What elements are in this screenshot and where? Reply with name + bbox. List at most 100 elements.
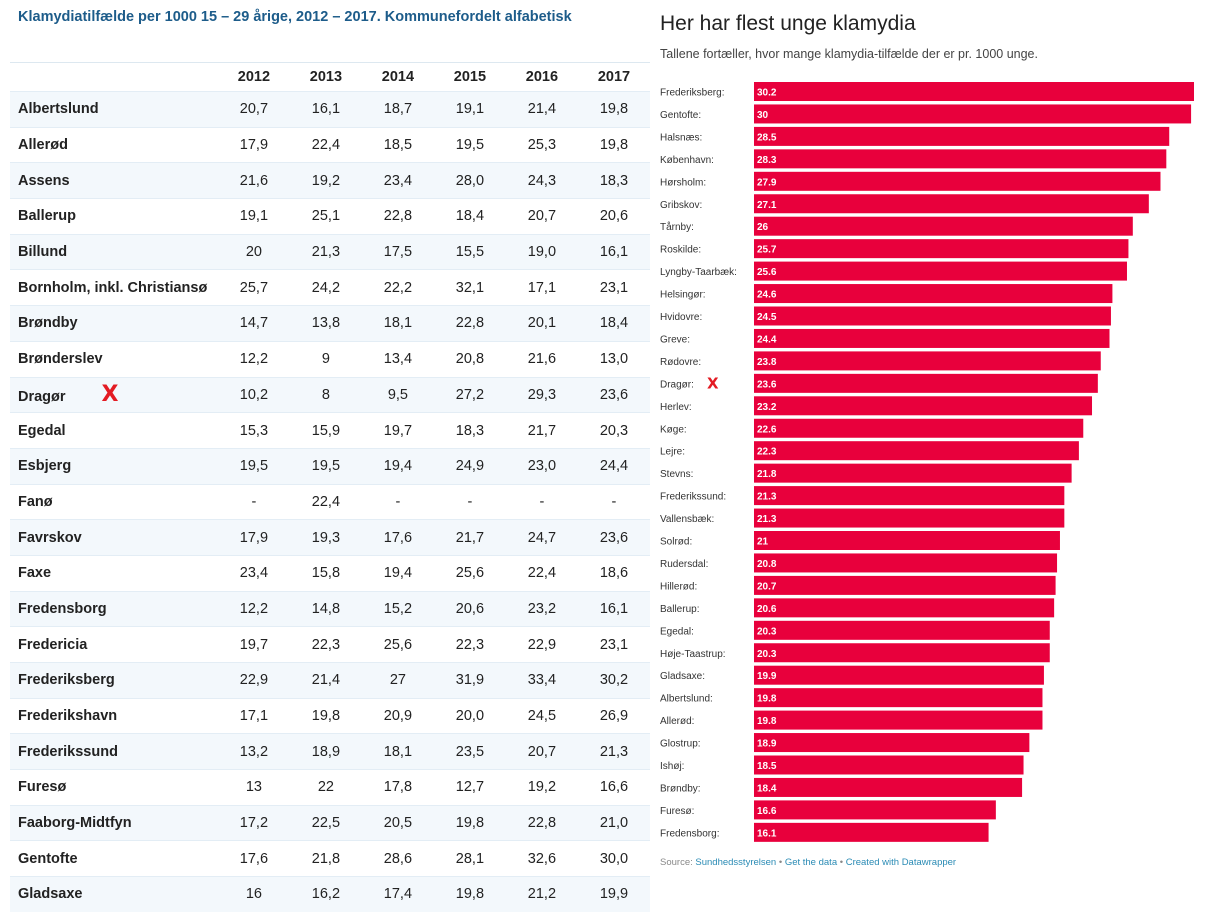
value-cell: 24,2 xyxy=(289,269,362,306)
bar-value-label: 18.4 xyxy=(757,783,777,794)
bar-group: Solrød: 21 xyxy=(660,531,1060,550)
bar-group: Lejre: 22.3 xyxy=(660,441,1079,461)
municipality-name: Fredensborg xyxy=(18,600,107,617)
municipality-name: Fanø xyxy=(18,493,53,510)
bar xyxy=(754,171,1161,191)
bar-value-label: 21.3 xyxy=(757,492,777,503)
bar-value-label: 23.2 xyxy=(757,402,777,413)
value-cell: 18,3 xyxy=(577,162,650,199)
bar-value-label: 22.3 xyxy=(757,447,777,458)
bar xyxy=(754,553,1058,573)
table-row: Fredensborg 12,2 14,8 15,2 20,6 23,2 16,1 xyxy=(10,590,650,627)
bar-group: Brøndby: 18.4 xyxy=(660,777,1023,797)
value-cell: 24,3 xyxy=(505,162,578,199)
bar-value-label: 19.8 xyxy=(757,694,777,705)
table-row: Gentofte 17,6 21,8 28,6 28,1 32,6 30,0 xyxy=(10,840,650,877)
municipality-cell: Brønderslev xyxy=(10,340,218,377)
bar xyxy=(754,733,1030,753)
bar xyxy=(754,328,1110,348)
category-label: Helsingør: xyxy=(660,290,706,301)
category-label: Ballerup: xyxy=(660,604,699,615)
table-row: Egedal 15,3 15,9 19,7 18,3 21,7 20,3 xyxy=(10,412,650,449)
table-row: Furesø 13 22 17,8 12,7 19,2 16,6 xyxy=(10,769,650,806)
table-row: Gladsaxe 16 16,2 17,4 19,8 21,2 19,9 xyxy=(10,876,650,912)
value-cell: 19,5 xyxy=(433,126,506,163)
value-cell: 21,6 xyxy=(217,162,290,199)
municipality-name: Billund xyxy=(18,244,68,261)
value-cell: 19,7 xyxy=(361,412,434,449)
value-cell: 17,9 xyxy=(217,126,290,163)
value-cell: 30,0 xyxy=(577,840,650,877)
bar-group: København: 28.3 xyxy=(660,149,1167,169)
value-cell: 17,1 xyxy=(217,697,290,734)
value-cell: 23,6 xyxy=(577,376,650,413)
bar-value-label: 25.6 xyxy=(757,267,777,278)
value-cell: 23,6 xyxy=(577,519,650,556)
value-cell: 28,0 xyxy=(433,162,506,199)
municipality-cell: Billund xyxy=(10,233,218,270)
value-cell: 17,2 xyxy=(217,804,290,841)
get-data-link[interactable]: Get the data xyxy=(784,857,838,868)
municipality-name: Albertslund xyxy=(18,101,99,118)
table-row: Esbjerg 19,5 19,5 19,4 24,9 23,0 24,4 xyxy=(10,447,650,485)
value-cell: 20,9 xyxy=(361,697,434,734)
value-cell: 17,9 xyxy=(217,519,290,556)
municipality-name: Assens xyxy=(18,172,70,189)
bar xyxy=(754,284,1113,304)
value-cell: 19,1 xyxy=(433,91,506,128)
value-cell: 25,3 xyxy=(505,126,578,163)
value-cell: 23,1 xyxy=(577,626,650,663)
source-link[interactable]: Sundhedsstyrelsen xyxy=(695,857,777,868)
table-row: Frederiksberg 22,9 21,4 27 31,9 33,4 30,2 xyxy=(10,662,650,699)
bar xyxy=(754,396,1093,416)
bar xyxy=(754,508,1065,528)
datawrapper-link[interactable]: Created with Datawrapper xyxy=(845,857,957,868)
value-cell: 27 xyxy=(361,662,434,699)
municipality-name: Bornholm, inkl. Christiansø xyxy=(18,279,208,296)
value-cell: 19,3 xyxy=(289,519,362,556)
municipality-cell: Ballerup xyxy=(10,198,218,235)
bar-group: Greve: 24.4 xyxy=(660,328,1110,348)
municipality-cell: Faxe xyxy=(10,554,218,592)
bar-group: Rudersdal: 20.8 xyxy=(660,553,1058,573)
value-cell: 22,2 xyxy=(361,269,434,306)
category-label: Tårnby: xyxy=(660,221,694,233)
category-label: Ishøj: xyxy=(660,761,684,772)
value-cell: 15,9 xyxy=(289,412,362,449)
footer-separator: • xyxy=(778,857,783,868)
bar-value-label: 28.3 xyxy=(757,155,777,166)
category-label: Egedal: xyxy=(660,626,694,637)
category-label: Albertslund: xyxy=(660,694,713,705)
value-cell: 32,1 xyxy=(433,269,506,306)
bar xyxy=(754,239,1129,259)
table-row: Brønderslev 12,2 9 13,4 20,8 21,6 13,0 xyxy=(10,340,650,377)
bar xyxy=(754,351,1101,371)
municipality-cell: Frederiksberg xyxy=(10,662,218,699)
bar xyxy=(754,82,1194,101)
value-cell: 17,4 xyxy=(361,876,434,912)
bar xyxy=(754,575,1056,595)
bar-value-label: 21.3 xyxy=(757,514,777,525)
bar xyxy=(754,486,1065,506)
bar xyxy=(754,665,1044,685)
municipality-cell: Favrskov xyxy=(10,519,218,556)
value-cell: 20,6 xyxy=(577,198,650,235)
header-year: 2017 xyxy=(577,62,650,92)
bar-group: Roskilde: 25.7 xyxy=(660,239,1129,259)
chart-panel: Her har flest unge klamydia Tallene fort… xyxy=(655,0,1205,894)
bar-group: Vallensbæk: 21.3 xyxy=(660,508,1065,528)
value-cell: 15,3 xyxy=(217,412,290,449)
value-cell: 21,6 xyxy=(505,340,578,377)
bar-group: Egedal: 20.3 xyxy=(660,620,1050,640)
municipality-cell: Fredensborg xyxy=(10,590,218,627)
bar xyxy=(754,531,1060,550)
category-label: Gribskov: xyxy=(660,200,702,211)
value-cell: 15,2 xyxy=(361,590,434,627)
bar-value-label: 24.5 xyxy=(757,312,777,323)
category-label: Rudersdal: xyxy=(660,559,708,570)
municipality-cell: Fanø xyxy=(10,483,218,520)
value-cell: 18,6 xyxy=(577,554,650,592)
municipality-cell: Dragør X xyxy=(10,376,218,413)
table-row: Fredericia 19,7 22,3 25,6 22,3 22,9 23,1 xyxy=(10,626,650,663)
value-cell: 20,8 xyxy=(433,340,506,377)
